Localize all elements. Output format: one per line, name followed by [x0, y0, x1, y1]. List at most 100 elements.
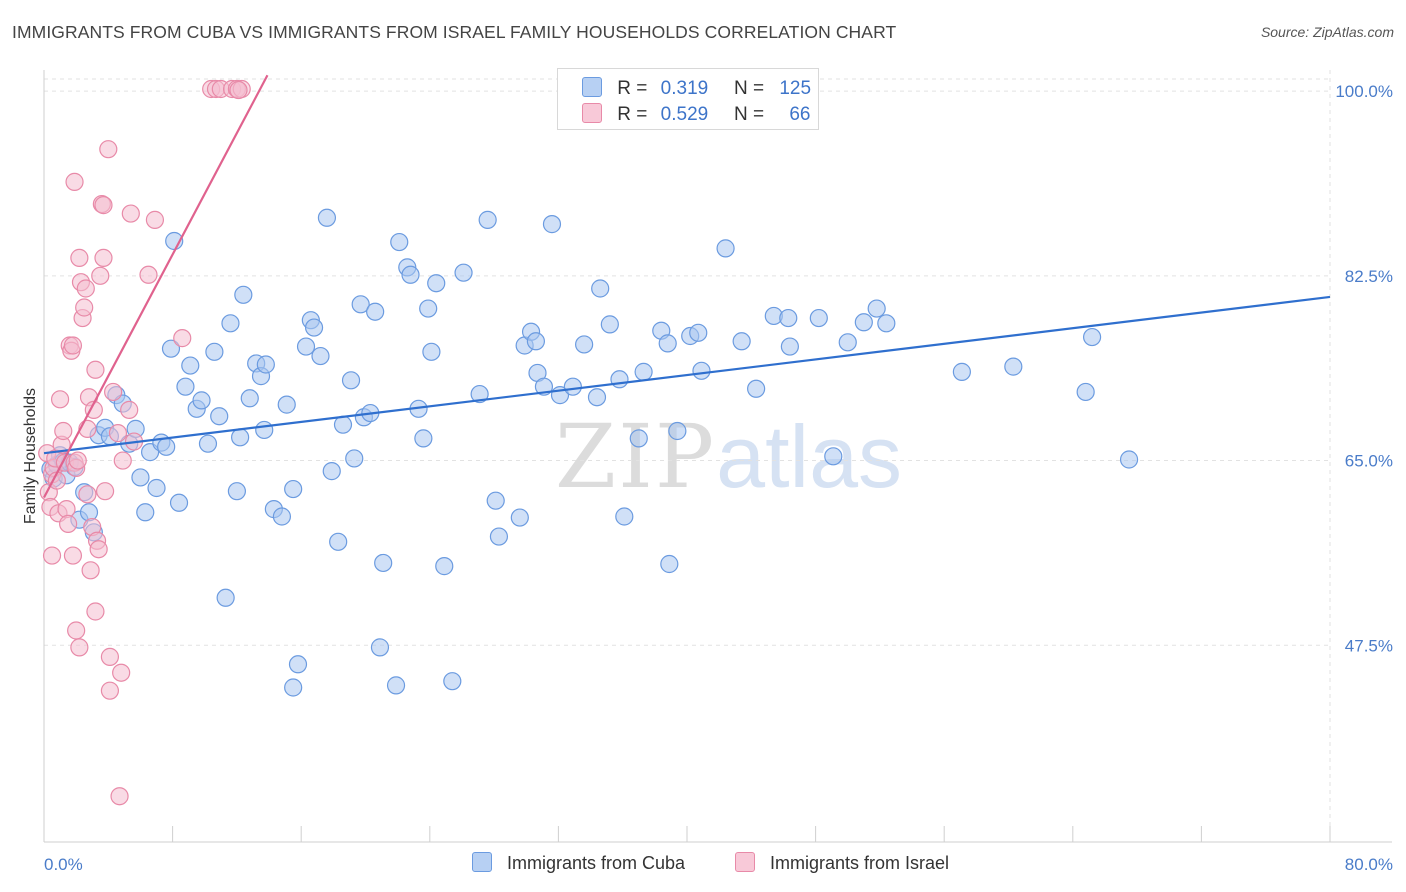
watermark-zip: ZIP — [555, 405, 717, 508]
cuba-point — [470, 384, 489, 404]
cuba-point — [747, 379, 766, 398]
watermark: ZIPatlas — [555, 405, 902, 508]
cuba-r-label: R = — [617, 78, 648, 99]
cuba-point — [351, 295, 370, 314]
cuba-point — [181, 356, 200, 375]
cuba-point — [147, 478, 166, 498]
israel-point — [86, 602, 105, 621]
cuba-point — [629, 429, 648, 448]
israel-point — [139, 265, 158, 284]
legend-label-cuba: Immigrants from Cuba — [507, 853, 686, 873]
trend-lines — [43, 74, 1331, 499]
cuba-point — [779, 308, 798, 328]
israel-point — [59, 514, 78, 533]
israel-point — [70, 248, 89, 267]
cuba-point — [296, 337, 316, 356]
x-tick-label: 80.0% — [1345, 855, 1393, 874]
cuba-point — [587, 388, 607, 407]
cuba-point — [277, 395, 296, 414]
cuba-point — [227, 482, 246, 501]
cuba-point — [634, 362, 653, 381]
cuba-point — [221, 314, 240, 333]
cuba-point — [136, 503, 155, 522]
israel-point — [81, 561, 100, 580]
cuba-point — [526, 332, 545, 351]
cuba-point — [216, 588, 235, 607]
israel-point — [121, 204, 140, 223]
israel-point — [145, 210, 165, 229]
israel-point — [68, 451, 87, 470]
israel-r-label: R = — [617, 104, 648, 125]
cuba-n-label: N = — [733, 78, 765, 99]
israel-point — [76, 279, 95, 298]
correlation-legend: R = 0.319 N = 125 R = 0.529 N = 66 — [557, 68, 819, 130]
legend-row-israel: R = 0.529 N = 66 — [582, 103, 810, 125]
cuba-point — [370, 638, 390, 657]
cuba-point — [854, 313, 873, 332]
cuba-point — [414, 429, 433, 448]
cuba-point — [390, 232, 409, 252]
cuba-point — [716, 239, 735, 258]
israel-point — [95, 482, 115, 501]
cuba-point — [692, 361, 711, 380]
legend-item-israel: Immigrants from Israel — [735, 852, 949, 874]
cuba-point — [272, 507, 292, 526]
cuba-point — [234, 285, 253, 304]
cuba-point — [231, 428, 250, 447]
israel-point — [63, 336, 83, 355]
cuba-point — [610, 370, 629, 389]
cuba-point — [311, 346, 330, 366]
cuba-point — [317, 208, 337, 227]
israel-point — [65, 172, 84, 191]
cuba-point — [435, 557, 454, 576]
cuba-point — [157, 437, 176, 456]
y-tick-label: 47.5% — [1345, 636, 1393, 655]
cuba-point — [256, 355, 275, 374]
legend-item-cuba: Immigrants from Cuba — [472, 852, 685, 874]
israel-trend-line — [43, 74, 269, 499]
axes — [43, 70, 1392, 843]
cuba-point — [333, 415, 353, 434]
cuba-point — [427, 274, 446, 293]
cuba-point — [419, 299, 438, 318]
israel-point — [108, 424, 128, 443]
cuba-point — [322, 462, 341, 481]
cuba-point — [838, 333, 857, 352]
chart-title: IMMIGRANTS FROM CUBA VS IMMIGRANTS FROM … — [12, 22, 897, 42]
source-credit: Source: ZipAtlas.com — [1260, 24, 1394, 40]
israel-point — [54, 421, 73, 441]
cuba-point — [542, 215, 562, 234]
cuba-point — [79, 503, 99, 522]
cuba-point — [169, 493, 189, 512]
axis-labels: 47.5% 65.0% 82.5% 100.0% 0.0% 80.0% Family Hou… — [22, 82, 1393, 874]
cuba-point — [255, 420, 274, 440]
cuba-point — [591, 279, 610, 298]
israel-point — [99, 140, 118, 159]
watermark-atlas: atlas — [716, 407, 903, 506]
cuba-point — [877, 314, 896, 333]
cuba-point — [366, 302, 385, 321]
israel-point — [86, 360, 105, 379]
x-tick-label: 0.0% — [44, 855, 83, 874]
cuba-point — [780, 337, 799, 356]
israel-point — [94, 196, 113, 215]
cuba-point — [1119, 450, 1139, 469]
cuba-point — [192, 391, 211, 410]
cuba-point — [374, 553, 393, 573]
cuba-point — [732, 332, 751, 351]
cuba-point — [615, 507, 634, 526]
cuba-point — [284, 678, 303, 697]
israel-point — [78, 485, 97, 504]
israel-point — [70, 638, 89, 657]
cuba-point — [809, 308, 828, 328]
cuba-point — [345, 449, 364, 468]
israel-point — [120, 400, 139, 419]
israel-point — [75, 298, 94, 317]
cuba-point — [1082, 327, 1102, 347]
israel-point — [67, 621, 86, 640]
cuba-trend-line — [43, 295, 1331, 455]
israel-n-value: 66 — [789, 104, 811, 125]
cuba-point — [952, 362, 971, 381]
cuba-point — [1004, 357, 1023, 376]
data-points — [38, 79, 1139, 806]
